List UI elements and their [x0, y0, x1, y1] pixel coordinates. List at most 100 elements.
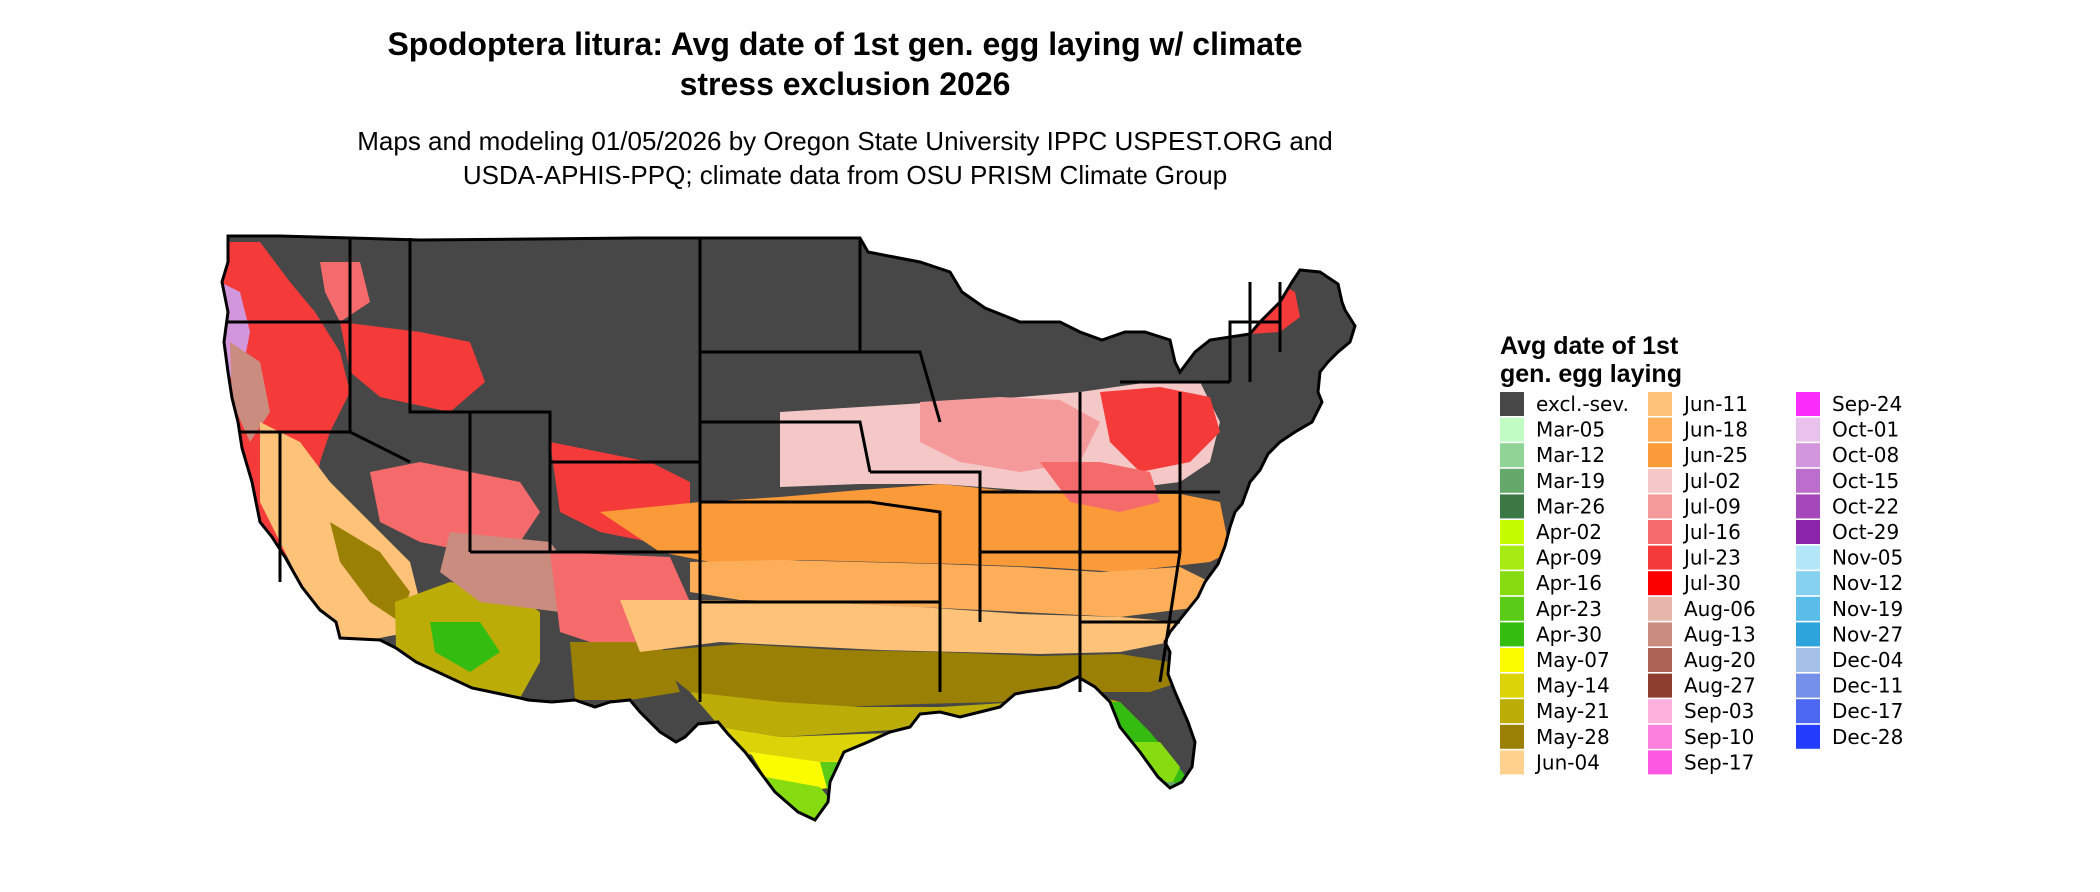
legend-swatch [1500, 622, 1524, 647]
map-title: Spodoptera litura: Avg date of 1st gen. … [290, 24, 1400, 104]
legend-swatch [1648, 673, 1672, 698]
legend-label: Oct-15 [1832, 469, 1899, 493]
legend-swatch [1796, 673, 1820, 698]
zone-plains-jun25 [600, 484, 1230, 572]
legend-swatch [1500, 545, 1524, 570]
legend-label: Mar-26 [1536, 494, 1605, 518]
legend-swatch [1648, 545, 1672, 570]
legend-label: Jul-30 [1682, 571, 1741, 595]
legend-label: Jun-25 [1682, 443, 1748, 467]
legend-label: May-28 [1536, 725, 1610, 749]
legend-swatch [1648, 724, 1672, 749]
legend-label: Dec-04 [1832, 648, 1903, 672]
legend-label: Aug-13 [1684, 622, 1756, 646]
legend-swatch [1500, 571, 1524, 596]
legend-swatch [1796, 468, 1820, 493]
pacific-state-borders [228, 238, 411, 582]
legend-swatch [1648, 596, 1672, 621]
legend-swatch [1500, 417, 1524, 442]
legend-swatch [1796, 648, 1820, 672]
legend-label: Oct-29 [1832, 520, 1899, 544]
zone-florida-mar19 [1145, 782, 1185, 820]
northeast-state-borders [1228, 282, 1282, 382]
state-borders [220, 234, 1357, 822]
legend-swatch [1500, 468, 1524, 493]
map-subtitle-line-2: USDA-APHIS-PPQ; climate data from OSU PR… [462, 160, 1228, 190]
legend-label: Oct-01 [1832, 418, 1899, 442]
legend-swatch [1648, 468, 1672, 493]
legend-swatch [1500, 596, 1524, 621]
legend-label: Jun-11 [1682, 392, 1748, 416]
legend-label: Nov-05 [1832, 546, 1903, 570]
legend-swatch [1648, 494, 1672, 519]
legend-swatch [1796, 724, 1820, 749]
phenology-zones [222, 236, 1355, 820]
map-subtitle: Maps and modeling 01/05/2026 by Oregon S… [290, 124, 1400, 192]
legend-label: Dec-17 [1832, 699, 1903, 723]
legend-label: Sep-17 [1684, 750, 1754, 774]
legend-swatch [1648, 443, 1672, 468]
legend-swatch [1500, 750, 1524, 775]
legend-items: excl.-sev.Mar-05Mar-12Mar-19Mar-26Apr-02… [1500, 392, 1903, 775]
legend-label: Oct-22 [1832, 494, 1899, 518]
zone-south-jun11 [620, 600, 1180, 654]
zone-ohio-jul09 [920, 397, 1100, 472]
legend-label: Apr-30 [1536, 622, 1602, 646]
zone-basin-jul23 [340, 322, 485, 412]
legend-label: Mar-19 [1536, 469, 1605, 493]
legend-swatch [1648, 622, 1672, 647]
legend-swatch [1648, 520, 1672, 544]
legend-swatch [1796, 545, 1820, 570]
zone-westcoast-aug13 [230, 342, 270, 442]
legend-swatch [1500, 520, 1524, 544]
zone-california-may28 [330, 522, 410, 622]
legend-label: Jun-04 [1534, 750, 1600, 774]
us-map [220, 234, 1357, 822]
legend-swatch [1796, 494, 1820, 519]
legend-swatch [1648, 750, 1672, 775]
mountain-state-borders [408, 238, 702, 702]
legend-swatch [1648, 417, 1672, 442]
legend-swatch [1796, 392, 1820, 416]
zone-kentucky-jul16 [1040, 462, 1160, 512]
legend-label: May-14 [1536, 674, 1610, 698]
legend-label: Dec-28 [1832, 725, 1903, 749]
legend-swatch [1500, 673, 1524, 698]
legend-label: Aug-27 [1684, 674, 1756, 698]
legend-swatch [1500, 648, 1524, 672]
legend-swatch [1796, 699, 1820, 724]
legend-swatch [1796, 571, 1820, 596]
legend-label: Apr-02 [1536, 520, 1602, 544]
map-title-line-1: Spodoptera litura: Avg date of 1st gen. … [387, 26, 1303, 62]
legend-label: excl.-sev. [1536, 392, 1629, 416]
legend-label: Jul-09 [1682, 494, 1741, 518]
legend-swatch [1796, 417, 1820, 442]
legend-swatch [1648, 648, 1672, 672]
legend-label: Jul-16 [1682, 520, 1741, 544]
legend-swatch [1500, 392, 1524, 416]
map-subtitle-line-1: Maps and modeling 01/05/2026 by Oregon S… [357, 126, 1333, 156]
legend-label: Jun-18 [1682, 418, 1748, 442]
eastern-state-borders [1078, 380, 1230, 683]
zone-appalachia-jul23 [1100, 387, 1220, 472]
legend-label: May-07 [1536, 648, 1610, 672]
legend-label: Jul-23 [1682, 546, 1741, 570]
legend-label: Apr-09 [1536, 546, 1602, 570]
legend-swatch [1648, 699, 1672, 724]
legend-label: Apr-23 [1536, 597, 1602, 621]
legend-label: Sep-03 [1684, 699, 1754, 723]
legend-label: Sep-10 [1684, 725, 1754, 749]
legend-label: Oct-08 [1832, 443, 1899, 467]
legend-label: Aug-20 [1684, 648, 1756, 672]
legend-title-line-1: Avg date of 1st [1500, 332, 1679, 360]
zone-nevada-jul16 [370, 462, 540, 552]
legend-swatch [1648, 392, 1672, 416]
legend-label: Nov-12 [1832, 571, 1903, 595]
legend-swatch [1500, 443, 1524, 468]
legend-swatch [1796, 622, 1820, 647]
zone-michigan-jul23 [1080, 282, 1130, 332]
map-legend: Avg date of 1st gen. egg laying excl.-se… [1500, 332, 1903, 775]
legend-label: May-21 [1536, 699, 1610, 723]
zone-arizona-apr30 [430, 622, 500, 672]
legend-swatch [1500, 494, 1524, 519]
